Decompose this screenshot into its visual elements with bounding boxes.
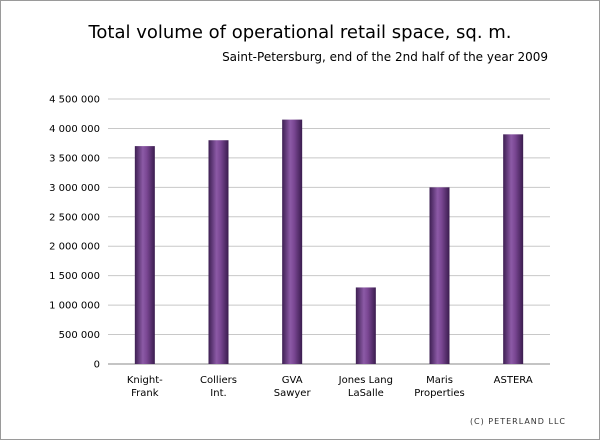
x-category-label-line: Int. <box>210 388 226 399</box>
x-category-label-line: Maris <box>426 375 453 386</box>
y-tick-label: 3 500 000 <box>49 153 100 164</box>
y-tick-label: 0 <box>94 360 100 371</box>
x-category-label: ASTERA <box>494 375 533 386</box>
x-category-label-line: GVA <box>282 375 303 386</box>
y-tick-label: 1 500 000 <box>49 271 100 282</box>
x-category-label-line: Frank <box>131 388 159 399</box>
x-category-label: Maris Properties <box>414 375 465 399</box>
chart-subtitle: Saint-Petersburg, end of the 2nd half of… <box>222 50 548 64</box>
y-tick-label: 3 000 000 <box>49 183 100 194</box>
x-category-label-line: LaSalle <box>348 388 384 399</box>
bar <box>282 119 303 364</box>
y-tick-label: 4 500 000 <box>49 95 100 106</box>
bar <box>355 287 376 364</box>
x-category-label-line: Properties <box>414 388 465 399</box>
bar <box>208 140 229 364</box>
x-category-label: Jones Lang LaSalle <box>338 375 393 399</box>
bar <box>503 134 524 364</box>
x-category-label-line: Sawyer <box>274 388 312 399</box>
x-category-label: Colliers Int. <box>200 375 237 399</box>
x-category-label: Knight- Frank <box>127 375 163 399</box>
x-category-label-line: Jones Lang <box>338 375 393 386</box>
y-tick-label: 1 000 000 <box>49 301 100 312</box>
y-tick-label: 4 000 000 <box>49 124 100 135</box>
bar <box>429 187 450 364</box>
x-category-label-line: Colliers <box>200 375 237 386</box>
y-tick-label: 500 000 <box>59 330 100 341</box>
x-category-label: GVA Sawyer <box>274 375 312 399</box>
x-category-label-line: Knight- <box>127 375 163 386</box>
chart-title: Total volume of operational retail space… <box>88 22 512 43</box>
y-tick-label: 2 000 000 <box>49 242 100 253</box>
y-tick-label: 2 500 000 <box>49 212 100 223</box>
x-category-label-line: ASTERA <box>494 375 533 386</box>
chart-credit: (C) PETERLAND LLC <box>469 417 566 426</box>
bar <box>134 146 155 364</box>
